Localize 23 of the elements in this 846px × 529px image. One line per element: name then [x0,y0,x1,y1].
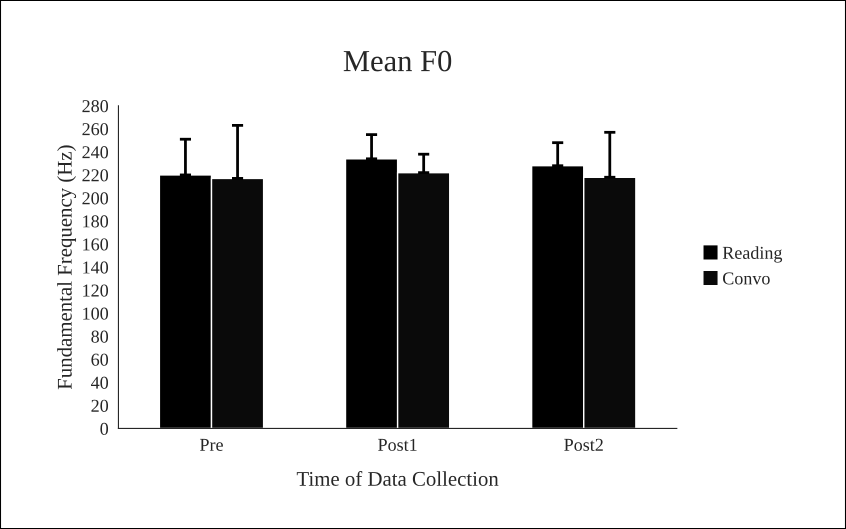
y-tick-label: 40 [91,376,108,389]
x-tick-label: Post2 [564,438,603,451]
y-tick-label: 180 [83,215,108,228]
y-tick-label: 140 [83,261,108,274]
legend-label: Reading [722,246,782,263]
x-tick-label: Post1 [378,438,417,451]
y-tick-label: 60 [91,354,108,366]
chart-title: Mean F0 [344,50,452,72]
y-tick-label: 220 [82,169,108,182]
legend-label: Convo [723,272,770,284]
y-axis-title: Fundamental Frequency (Hz) [57,145,76,390]
y-tick-label: 20 [91,400,108,412]
x-axis-title: Time of Data Collection [296,471,498,486]
y-tick-label: 280 [82,100,108,112]
y-tick-label: 100 [83,308,108,320]
y-tick-label: 260 [82,123,108,136]
x-tick-label: Pre [200,438,223,451]
y-tick-label: 80 [91,330,108,343]
y-tick-label: 160 [83,238,108,251]
y-tick-label: 240 [82,146,108,158]
y-tick-label: 120 [83,284,108,297]
y-tick-label: 200 [82,192,108,204]
y-tick-label: 0 [100,422,108,435]
